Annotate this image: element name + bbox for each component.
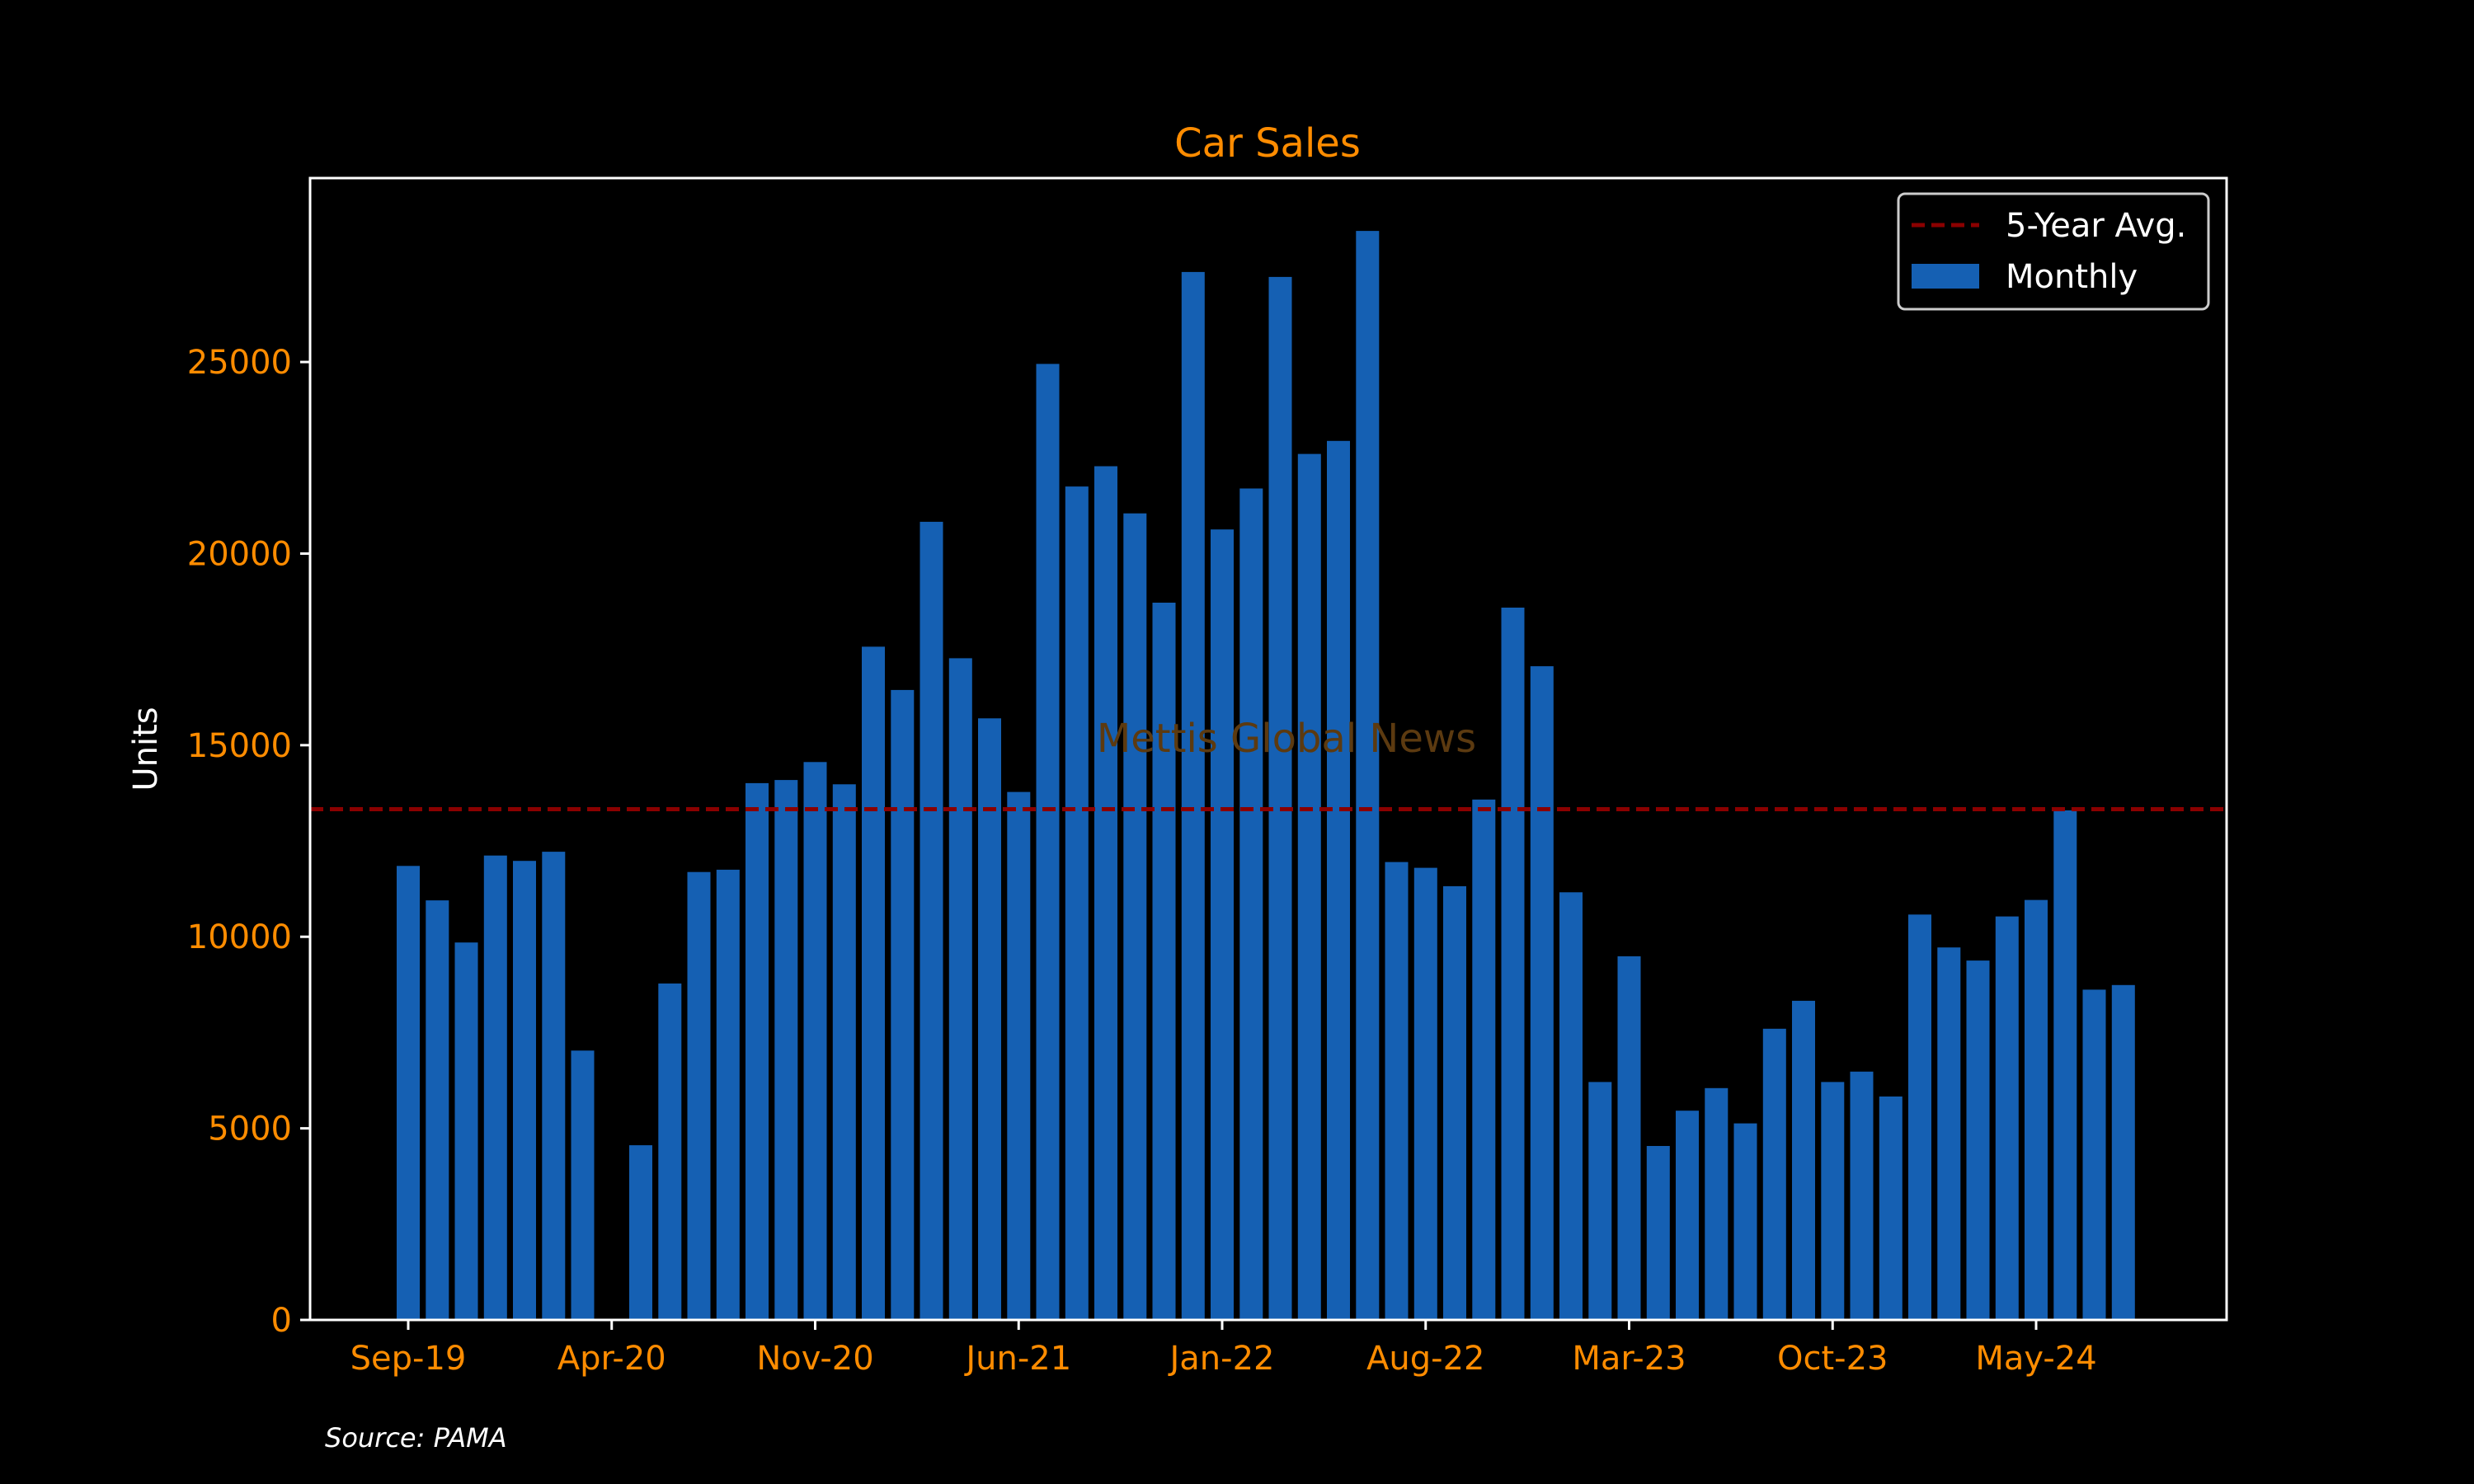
y-tick-label: 0 (271, 1302, 292, 1340)
bar-Oct-19 (426, 900, 449, 1320)
bar-Aug-21 (1065, 486, 1089, 1320)
bar-Nov-21 (1152, 603, 1176, 1320)
bar-Jul-22 (1385, 862, 1409, 1320)
bar-May-21 (978, 718, 1001, 1320)
bar-Aug-24 (2111, 984, 2135, 1320)
bar-Mar-22 (1268, 276, 1292, 1320)
y-tick-label: 20000 (187, 535, 292, 573)
x-tick-label: May-24 (1975, 1340, 2096, 1378)
y-tick-label: 25000 (187, 344, 292, 382)
bar-Nov-20 (803, 762, 827, 1320)
bar-Sep-20 (745, 782, 769, 1320)
bar-Sep-21 (1094, 466, 1117, 1320)
y-axis-ticks: 0 5000 10000 15000 20000 25000 (187, 344, 310, 1340)
x-tick-label: Jan-22 (1168, 1340, 1275, 1378)
bars-layer (397, 231, 2135, 1321)
x-tick-label: Sep-19 (350, 1340, 467, 1378)
bar-May-24 (2025, 899, 2048, 1320)
bar-Oct-22 (1472, 799, 1496, 1320)
bar-May-22 (1327, 440, 1350, 1320)
bar-Jul-21 (1036, 364, 1060, 1320)
bar-Jan-24 (1908, 914, 1931, 1320)
source-note: Source: PAMA (325, 1422, 507, 1453)
bar-Nov-23 (1850, 1071, 1874, 1320)
bar-Feb-22 (1239, 488, 1263, 1320)
bar-Jan-23 (1559, 892, 1583, 1320)
bar-Apr-24 (1995, 916, 2019, 1320)
bar-Sep-19 (397, 866, 420, 1320)
bar-Aug-22 (1413, 867, 1437, 1320)
x-tick-label: Jun-21 (963, 1340, 1071, 1378)
bar-Jun-23 (1705, 1087, 1729, 1320)
legend-monthly-label: Monthly (2006, 258, 2138, 296)
y-tick-label: 10000 (187, 918, 292, 956)
bar-May-23 (1676, 1111, 1699, 1320)
bar-Jun-24 (2053, 810, 2077, 1320)
bar-Feb-23 (1588, 1082, 1612, 1320)
bar-Mar-21 (920, 521, 943, 1320)
y-tick-label: 15000 (187, 727, 292, 765)
bar-Feb-21 (891, 689, 915, 1320)
legend: 5-Year Avg. Monthly (1897, 192, 2210, 311)
bar-May-20 (629, 1145, 652, 1320)
bar-Aug-20 (716, 869, 740, 1320)
x-tick-label: Apr-20 (557, 1340, 666, 1378)
bar-Jul-23 (1733, 1123, 1757, 1320)
bar-Jun-21 (1007, 791, 1031, 1320)
bar-Mar-20 (571, 1050, 595, 1320)
bar-Jul-20 (687, 871, 711, 1320)
bar-Jan-20 (513, 861, 536, 1320)
x-tick-label: Nov-20 (756, 1340, 873, 1378)
x-axis-ticks: Sep-19 Apr-20 Nov-20 Jun-21 Jan-22 Aug-22 Mar-… (350, 1320, 2097, 1378)
bar-Oct-23 (1821, 1082, 1845, 1320)
y-axis-label: Units (127, 707, 165, 791)
chart-title: Car Sales (1174, 120, 1361, 167)
bar-Mar-23 (1617, 956, 1641, 1320)
x-tick-label: Aug-22 (1366, 1340, 1484, 1378)
bar-Dec-23 (1879, 1097, 1903, 1320)
watermark-text: Mettis Global News (1097, 716, 1476, 762)
bar-Dec-21 (1181, 271, 1205, 1320)
bar-Nov-22 (1501, 608, 1525, 1320)
y-tick-label: 5000 (208, 1111, 292, 1148)
legend-monthly-swatch (1912, 264, 1979, 289)
bar-Aug-23 (1762, 1028, 1786, 1320)
bar-Sep-22 (1443, 885, 1466, 1320)
plot-frame (308, 176, 2228, 1322)
bar-Jun-20 (658, 983, 682, 1320)
bar-Sep-23 (1792, 1000, 1815, 1320)
bar-Jan-21 (862, 646, 885, 1320)
bar-Jul-24 (2082, 989, 2106, 1320)
bar-Oct-21 (1123, 513, 1147, 1320)
bar-Jan-22 (1211, 529, 1234, 1320)
bar-Apr-21 (948, 658, 972, 1320)
bar-Apr-22 (1297, 453, 1321, 1320)
bar-Feb-20 (542, 852, 566, 1320)
x-tick-label: Oct-23 (1777, 1340, 1888, 1378)
bar-Apr-23 (1646, 1146, 1670, 1320)
x-tick-label: Mar-23 (1572, 1340, 1686, 1378)
bar-Feb-24 (1937, 947, 1961, 1320)
bar-Dec-22 (1530, 666, 1554, 1320)
bar-Jun-22 (1356, 231, 1380, 1321)
bar-Nov-19 (454, 942, 478, 1320)
bar-Dec-19 (483, 855, 507, 1320)
bar-Oct-20 (774, 780, 798, 1320)
legend-reference-label: 5-Year Avg. (2006, 207, 2186, 245)
bar-Dec-20 (832, 784, 856, 1320)
bar-Mar-24 (1966, 960, 1990, 1320)
